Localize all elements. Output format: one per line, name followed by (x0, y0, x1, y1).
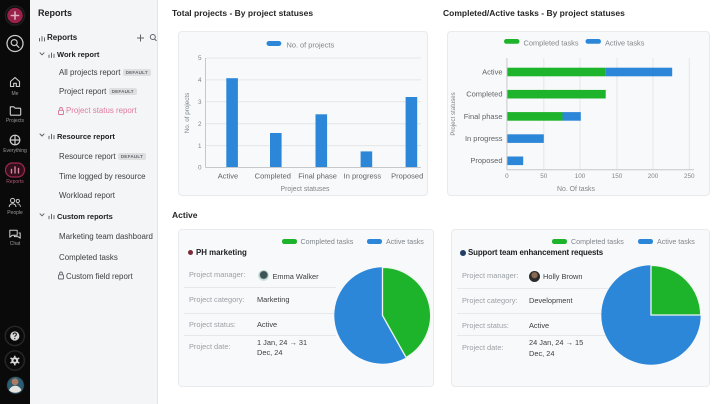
svg-text:Final phase: Final phase (298, 172, 337, 181)
svg-text:100: 100 (575, 173, 586, 180)
svg-text:2: 2 (198, 121, 202, 128)
svg-text:0: 0 (198, 165, 202, 172)
svg-text:In progress: In progress (465, 134, 503, 143)
svg-text:Completed tasks: Completed tasks (524, 39, 579, 48)
svg-text:No. Of tasks: No. Of tasks (557, 186, 595, 193)
svg-text:Active: Active (218, 172, 238, 181)
svg-text:Active tasks: Active tasks (605, 39, 645, 48)
svg-text:200: 200 (648, 173, 659, 180)
svg-text:150: 150 (612, 173, 623, 180)
svg-text:50: 50 (540, 173, 548, 180)
svg-text:3: 3 (198, 99, 202, 106)
svg-text:Final phase: Final phase (464, 112, 503, 121)
svg-text:Project statuses: Project statuses (450, 92, 457, 135)
svg-text:5: 5 (198, 55, 202, 62)
svg-text:Proposed: Proposed (391, 172, 423, 181)
svg-text:250: 250 (684, 173, 695, 180)
svg-text:Completed: Completed (255, 172, 291, 181)
svg-text:Completed: Completed (466, 90, 502, 99)
svg-text:Active: Active (482, 67, 502, 76)
svg-text:No. of projects: No. of projects (184, 93, 191, 134)
svg-text:Project statuses: Project statuses (280, 186, 330, 193)
svg-text:0: 0 (505, 173, 509, 180)
svg-text:1: 1 (198, 143, 202, 150)
svg-text:In progress: In progress (344, 172, 382, 181)
svg-text:4: 4 (198, 77, 202, 84)
svg-text:No. of projects: No. of projects (287, 40, 335, 49)
svg-text:Proposed: Proposed (470, 156, 502, 165)
